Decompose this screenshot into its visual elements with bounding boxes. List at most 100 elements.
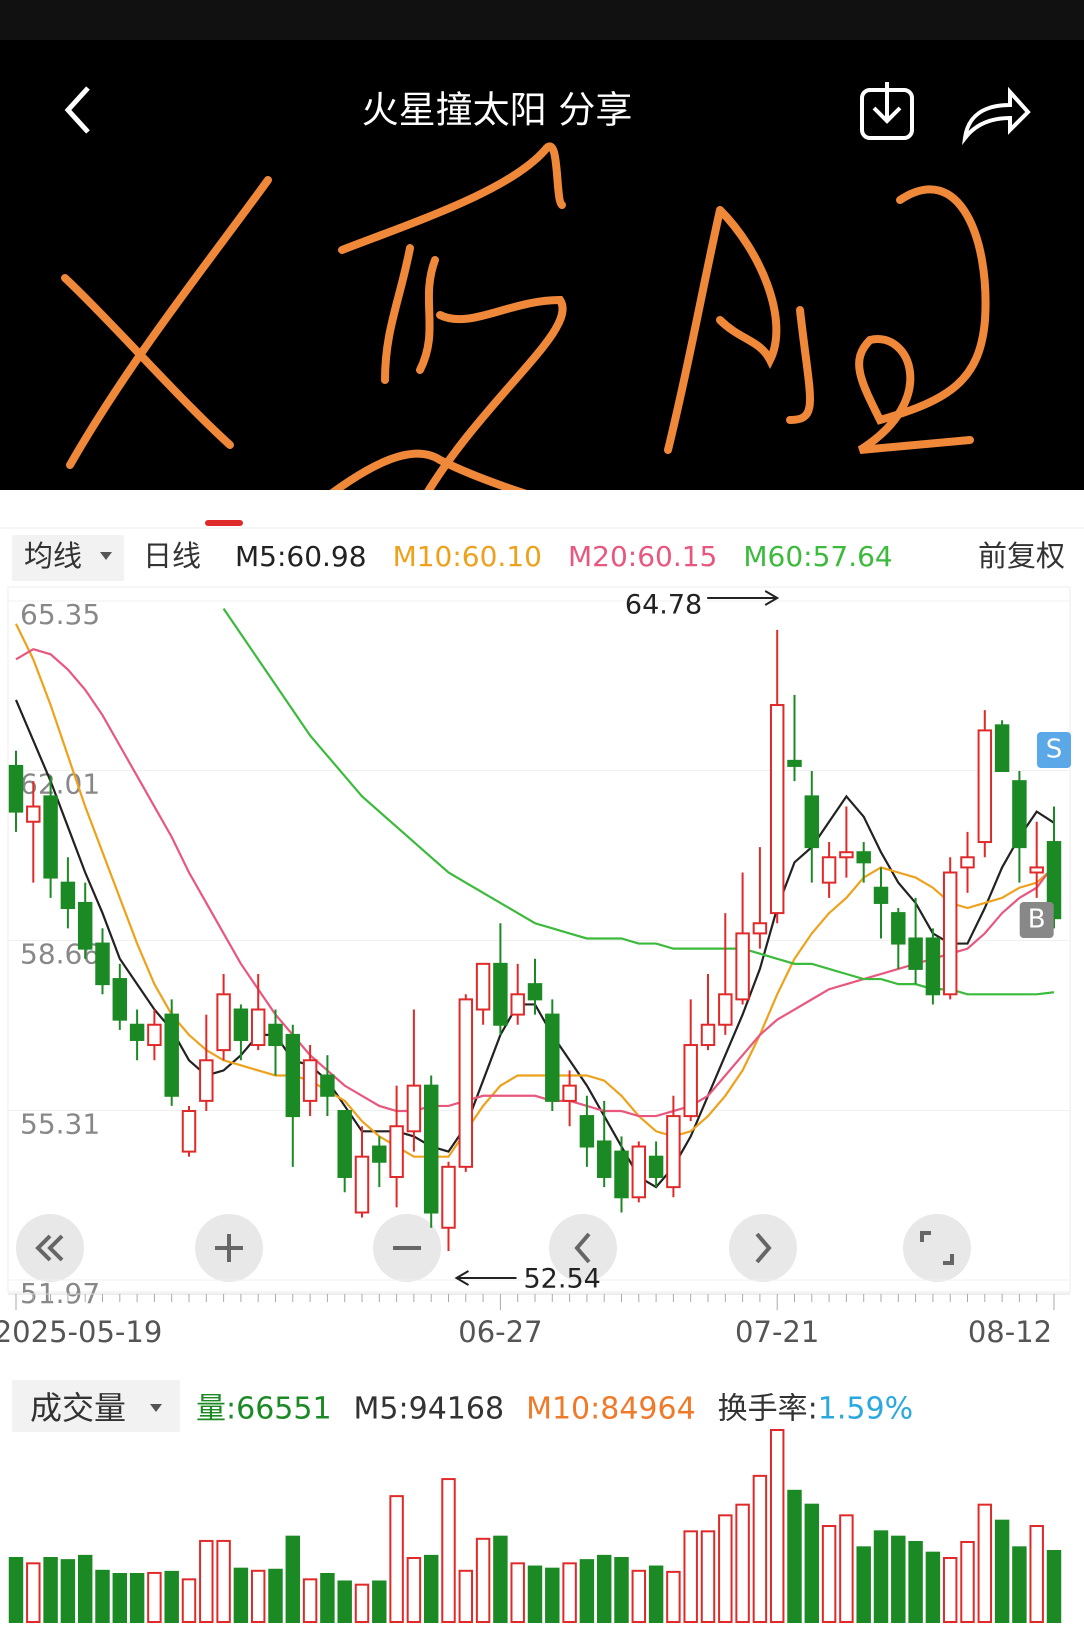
candle-body: [510, 993, 525, 1016]
nav-prev[interactable]: [549, 1214, 617, 1282]
volume-bar: [804, 1503, 820, 1623]
volume-bar: [648, 1565, 664, 1623]
dropdown-arrow: [150, 1404, 162, 1412]
volume-bar: [199, 1539, 214, 1624]
adjust-label[interactable]: 前复权: [978, 539, 1065, 573]
volume-bar: [285, 1535, 301, 1623]
candle-body: [527, 983, 543, 1001]
x-tick-label: 08-12: [968, 1315, 1052, 1349]
candle-body: [666, 1115, 681, 1189]
volume-legend: M10:84964: [526, 1392, 696, 1427]
candle-body: [804, 795, 820, 849]
candle-body: [769, 704, 785, 915]
candle-body: [60, 881, 76, 910]
candle-body: [112, 978, 128, 1021]
volume-bar: [752, 1474, 768, 1624]
volume-bar: [614, 1557, 629, 1623]
high-arrow: [707, 590, 780, 606]
candle-body: [908, 937, 923, 970]
candle-body: [545, 1013, 560, 1102]
volume-bar: [545, 1567, 560, 1623]
nav-next[interactable]: [729, 1214, 797, 1282]
candle-body: [458, 998, 474, 1168]
candle-body: [1012, 780, 1027, 849]
ma-line: [15, 648, 1055, 1118]
volume-legend: 换手率:: [718, 1392, 818, 1427]
volume-bar: [769, 1429, 785, 1623]
volume-legend: 量:66551: [196, 1392, 332, 1427]
volume-bar: [856, 1546, 871, 1624]
volume-bar: [960, 1541, 975, 1623]
candle-body: [856, 851, 871, 864]
candle-body: [1046, 841, 1062, 920]
dropdown-arrow: [100, 552, 112, 560]
candle-body: [26, 805, 41, 823]
volume-title: 成交量: [30, 1389, 126, 1427]
candle-body: [614, 1150, 629, 1199]
volume-bar: [423, 1554, 439, 1624]
candle-body: [406, 1084, 422, 1133]
candle-body: [164, 1013, 179, 1097]
candle-body: [787, 759, 802, 767]
candle-body: [423, 1084, 439, 1214]
candle-body: [960, 856, 975, 869]
fullscreen[interactable]: [903, 1214, 971, 1282]
volume-bar: [43, 1557, 58, 1623]
volume-bar: [596, 1554, 612, 1624]
high-label: 64.78: [625, 590, 702, 621]
volume-bar: [1029, 1525, 1044, 1623]
volume-bar: [216, 1539, 231, 1624]
volume-bar: [700, 1530, 716, 1624]
candle-body: [233, 1008, 249, 1041]
x-tick-label: 06-27: [458, 1315, 542, 1349]
candle-body: [562, 1084, 577, 1102]
candle-body: [579, 1115, 595, 1148]
candle-body: [95, 942, 110, 986]
volume-legend: 1.59%: [818, 1392, 913, 1427]
candle-body: [129, 1023, 145, 1041]
volume-bar: [908, 1541, 923, 1623]
volume-bar: [250, 1569, 266, 1624]
candle-body: [977, 729, 993, 844]
volume-bar: [233, 1567, 249, 1623]
volume-bar: [787, 1489, 802, 1624]
candle-body: [821, 856, 837, 884]
y-tick-label: 65.35: [20, 598, 100, 631]
candle-body: [839, 851, 854, 859]
legend-entry: M60:57.64: [743, 540, 892, 573]
candle-body: [596, 1140, 612, 1178]
volume-bar: [95, 1569, 110, 1624]
volume-bar: [666, 1570, 681, 1624]
candle-body: [354, 1155, 370, 1214]
x-tick-label: 2025-05-19: [0, 1315, 162, 1349]
candle-body: [250, 1008, 266, 1047]
tab-strip: [0, 490, 1084, 528]
volume-bar: [129, 1573, 145, 1623]
volume-bar: [683, 1530, 698, 1624]
y-tick-label: 55.31: [20, 1108, 100, 1141]
candle-body: [43, 795, 58, 879]
candle-body: [631, 1145, 647, 1199]
candle-body: [216, 993, 231, 1052]
candle-body: [285, 1033, 301, 1118]
candle-body: [1029, 866, 1044, 874]
share-button[interactable]: [962, 86, 1031, 146]
candle-body: [302, 1059, 318, 1102]
volume-bar: [1046, 1550, 1062, 1623]
volume-bar: [994, 1519, 1010, 1623]
legend-entry: M20:60.15: [568, 540, 717, 573]
volume-bar: [458, 1569, 474, 1624]
ma-line: [222, 607, 1055, 996]
candle-body: [181, 1110, 197, 1153]
volume-bar: [925, 1551, 941, 1623]
volume-bar: [977, 1503, 993, 1623]
candle-body: [994, 724, 1010, 773]
candle-body: [320, 1074, 335, 1097]
candle-body: [942, 871, 958, 996]
volume-bar: [821, 1525, 837, 1623]
download-button[interactable]: [860, 82, 914, 140]
volume-bar: [562, 1562, 577, 1624]
volume-bar: [26, 1562, 41, 1624]
back-button[interactable]: [64, 86, 90, 134]
